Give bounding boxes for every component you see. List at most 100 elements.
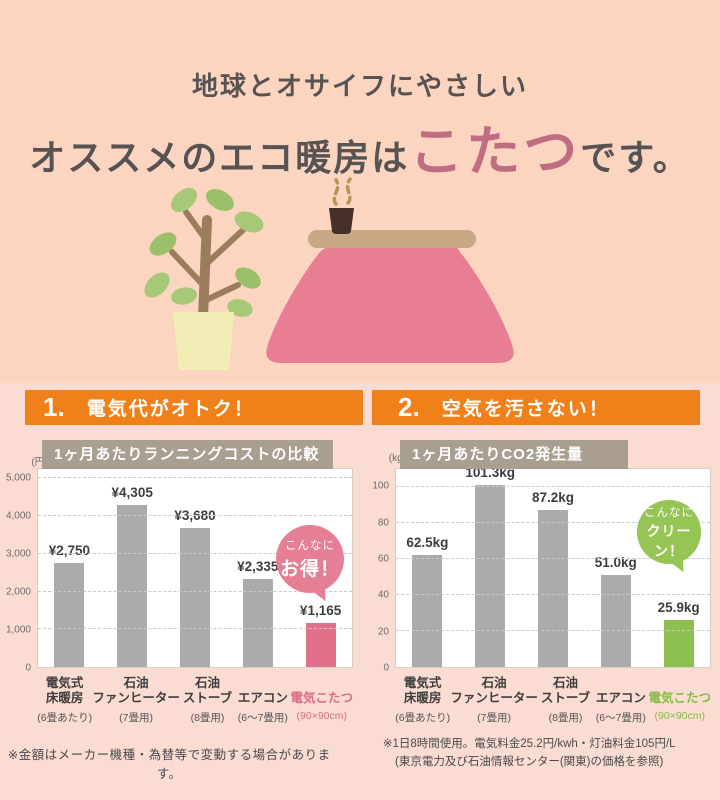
category-name: エアコン xyxy=(593,675,648,707)
bar-value-label: 62.5kg xyxy=(406,534,449,550)
y-tick-label: 0 xyxy=(383,662,389,674)
gridline xyxy=(38,628,352,630)
footnote-price-disclaimer: ※金額はメーカー機種・為替等で変動する場合があります。 xyxy=(7,748,331,781)
category-name-line: ストーブ xyxy=(540,691,591,706)
bar-value-label: 25.9kg xyxy=(657,600,700,616)
y-axis: 0 1,000 2,000 3,000 4,000 5,000 xyxy=(4,468,34,673)
bar xyxy=(537,510,568,667)
y-axis-unit: (円) xyxy=(31,457,48,468)
x-axis-category: 電気こたつ (90×90cm) xyxy=(291,675,354,725)
bar xyxy=(117,504,148,667)
y-tick-label: 20 xyxy=(377,626,389,638)
category-sub-label: (6畳あたり) xyxy=(37,712,93,724)
callout-bubble: こんなに お得！ xyxy=(276,525,344,605)
category-name: エアコン xyxy=(235,675,290,707)
category-name: 石油 ファンヒーター xyxy=(92,675,180,707)
x-axis-category: 電気式 床暖房 (6畳あたり) xyxy=(37,675,92,725)
headline-main: オススメのエコ暖房はこたつです。 xyxy=(0,107,720,186)
category-name-line: 床暖房 xyxy=(45,691,84,706)
category-name-line: 電気こたつ xyxy=(290,691,354,706)
category-sub-label: (6畳あたり) xyxy=(395,712,451,724)
y-tick-label: 2,000 xyxy=(5,586,31,598)
bar-value-label: ¥2,335 xyxy=(237,558,279,574)
gridline xyxy=(396,630,710,631)
x-axis-category: 石油 ストーブ (8畳用) xyxy=(180,675,235,725)
category-name-line: 石油 xyxy=(123,675,149,690)
bar-slot: ¥2,335 xyxy=(226,469,289,667)
y-tick-label: 40 xyxy=(377,589,389,601)
gridline xyxy=(38,515,352,517)
kotatsu-icon xyxy=(266,177,514,363)
x-axis-category: 石油 ファンヒーター (7畳用) xyxy=(450,675,538,725)
x-axis-category: 石油 ストーブ (8畳用) xyxy=(538,675,593,725)
category-name-line: 石油 xyxy=(195,675,221,690)
bar-slot: 101.3kg xyxy=(459,465,522,667)
comparison-section: 1. 電気代がオトク！ 2. 空気を汚さない！ 1ヶ月あたりランニングコストの比… xyxy=(0,383,720,800)
bar xyxy=(412,554,443,667)
category-name-line: 床暖房 xyxy=(403,691,442,706)
category-name-line: 電気こたつ xyxy=(648,691,712,706)
plot-area: 62.5kg 101.3kg 87.2kg 51.0kg 25.9kg こんなに クリー… xyxy=(395,465,711,668)
category-name-line: ファンヒーター xyxy=(92,691,180,706)
y-tick-label: 4,000 xyxy=(5,510,31,522)
headline-kotatsu: こたつ xyxy=(409,122,581,182)
potted-plant-icon xyxy=(144,187,264,370)
callout-line1: こんなに xyxy=(644,506,694,519)
footnotes: ※金額はメーカー機種・為替等で変動する場合があります。 ※1日8時間使用。電気料… xyxy=(0,735,720,782)
headline-subtitle: 地球とオサイフにやさしい xyxy=(191,72,528,101)
x-axis-category: エアコン (6～7畳用) xyxy=(593,675,648,725)
x-axis-category: エアコン (6～7畳用) xyxy=(235,675,290,725)
section-number: 1. xyxy=(43,392,65,422)
bar-value-label: ¥1,165 xyxy=(299,603,342,619)
category-sub-label: (90×90cm) xyxy=(296,710,347,722)
x-axis-labels: 電気式 床暖房 (6畳あたり) 石油 ファンヒーター (7畳用) 石油 ストーブ (8畳用) エア… xyxy=(395,675,711,725)
bar xyxy=(600,575,631,667)
category-sub-label: (6～7畳用) xyxy=(595,712,646,724)
category-name-line: ストーブ xyxy=(182,691,233,706)
footnote-line1: ※1日8時間使用。電気料金25.2円/kwh・灯油料金105円/L xyxy=(382,738,676,750)
category-sub-label: (6～7畳用) xyxy=(237,712,288,724)
x-axis-category: 電気式 床暖房 (6畳あたり) xyxy=(395,675,450,725)
callout-line2: クリーン！ xyxy=(646,522,692,559)
y-tick-label: 1,000 xyxy=(5,624,31,636)
chart-title: 1ヶ月あたりランニングコストの比較 xyxy=(42,440,334,469)
y-tick-label: 3,000 xyxy=(5,548,31,560)
bar-slot: ¥4,305 xyxy=(101,469,164,667)
bars: 62.5kg 101.3kg 87.2kg 51.0kg 25.9kg xyxy=(396,465,710,667)
footnote-line2: (東京電力及び石油情報センター(関東)の価格を参照) xyxy=(395,756,664,769)
category-sub-label: (8畳用) xyxy=(548,712,583,724)
category-sub-label: (7畳用) xyxy=(119,712,153,724)
gridline xyxy=(396,594,710,595)
highlight-bar xyxy=(663,620,694,667)
category-name: 石油 ストーブ xyxy=(180,675,235,707)
kotatsu-illustration xyxy=(130,170,590,380)
y-axis-unit: (kg) xyxy=(388,453,406,464)
running-cost-chart: 1ヶ月あたりランニングコストの比較 (円) 0 1,000 2,000 3,000 4,… xyxy=(6,432,360,727)
bar xyxy=(179,528,210,667)
category-name-line: 石油 xyxy=(553,675,579,690)
category-name: 石油 ファンヒーター xyxy=(450,675,538,707)
category-name-line: エアコン xyxy=(595,691,646,706)
section-headers: 1. 電気代がオトク！ 2. 空気を汚さない！ xyxy=(0,383,720,425)
headline-suffix: です。 xyxy=(580,138,691,178)
section-header-air: 2. 空気を汚さない！ xyxy=(372,390,700,425)
co2-emission-chart: 1ヶ月あたりCO2発生量 (kg) 0 20 40 60 80 100 62.5kg 101… xyxy=(372,432,714,727)
gridline xyxy=(396,486,710,487)
bar-slot: ¥3,680 xyxy=(164,469,227,667)
hero-section: 地球とオサイフにやさしい オススメのエコ暖房はこたつです。 xyxy=(0,0,720,383)
bar-slot: ¥1,165 xyxy=(289,469,352,667)
gridline xyxy=(38,477,352,479)
category-name: 電気式 床暖房 xyxy=(395,675,450,707)
section-title: 電気代がオトク！ xyxy=(86,399,255,420)
bar-slot: 87.2kg xyxy=(522,469,585,667)
section-header-electricity: 1. 電気代がオトク！ xyxy=(25,390,363,425)
y-axis: 0 20 40 60 80 100 xyxy=(362,468,392,674)
gridline xyxy=(396,558,710,559)
gridline xyxy=(38,590,352,592)
gridline xyxy=(396,522,710,523)
charts-row: 1ヶ月あたりランニングコストの比較 (円) 0 1,000 2,000 3,000 4,… xyxy=(0,432,720,727)
category-name: 石油 ストーブ xyxy=(538,675,593,707)
headline-prefix: オススメのエコ暖房は xyxy=(29,138,410,178)
category-name-line: エアコン xyxy=(237,691,288,706)
